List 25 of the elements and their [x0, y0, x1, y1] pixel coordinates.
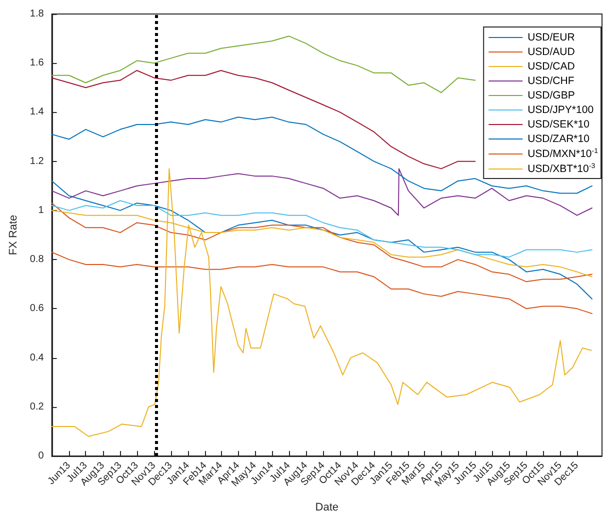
legend-label: USD/GBP	[528, 90, 575, 102]
line-series	[51, 70, 476, 170]
legend-label: USD/SEK*10	[528, 118, 590, 130]
legend-label: USD/AUD	[528, 46, 576, 58]
line-series	[51, 180, 592, 300]
legend-label: USD/CHF	[528, 75, 574, 87]
legend-label: USD/EUR	[528, 32, 576, 44]
y-tick-label: 0.8	[30, 254, 44, 266]
y-tick-label: 0.2	[30, 401, 44, 412]
y-tick-label: 1.8	[30, 8, 44, 20]
y-tick-label: 1.4	[30, 106, 44, 118]
y-tick-label: 0.4	[30, 352, 44, 364]
legend-label: USD/ZAR*10	[528, 133, 590, 145]
x-axis-title: Date	[315, 502, 339, 514]
y-tick-label: 1.2	[30, 156, 44, 167]
y-tick-label: 1.6	[30, 58, 44, 69]
line-series	[51, 252, 592, 314]
line-series	[51, 36, 476, 94]
y-tick-label: 0	[38, 450, 44, 462]
legend-label: USD/CAD	[528, 60, 576, 72]
y-axis-title: FX Rate	[8, 214, 20, 256]
y-tick-label: 1	[38, 204, 44, 216]
line-series	[51, 200, 592, 258]
y-tick-label: 0.6	[30, 303, 44, 314]
legend-label: USD/JPY*100	[528, 104, 594, 116]
